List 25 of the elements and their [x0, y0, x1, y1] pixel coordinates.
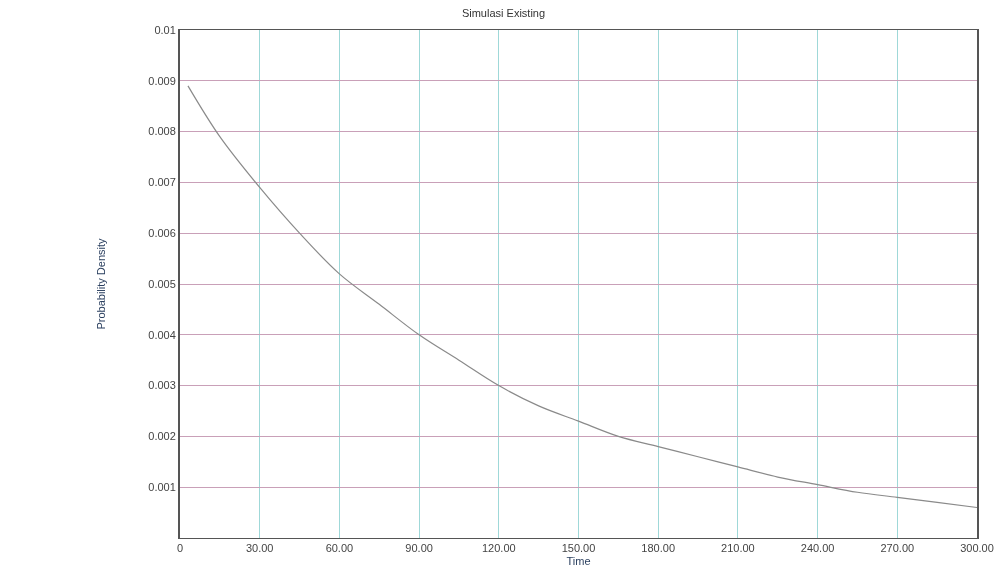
x-tick-label: 120.00 [481, 542, 516, 555]
x-tick-label: 60.00 [325, 542, 354, 555]
x-tick-label: 270.00 [880, 542, 915, 555]
line-series [187, 85, 977, 509]
y-tick-label: 0.009 [148, 74, 176, 87]
x-tick-label: 300.00 [960, 542, 994, 555]
x-tick-label: 180.00 [641, 542, 676, 555]
x-axis-title: Time [566, 555, 591, 568]
y-axis-title: Probability Density [95, 237, 108, 330]
y-tick-label: 0.003 [148, 379, 176, 392]
y-tick-label: 0.007 [148, 176, 176, 189]
y-tick-label: 0.005 [148, 277, 176, 290]
y-tick-label: 0.001 [148, 481, 176, 494]
chart-title: Simulasi Existing [461, 6, 546, 19]
y-tick-label: 0.01 [154, 23, 176, 36]
x-tick-label: 210.00 [721, 542, 755, 555]
x-tick-label: 150.00 [561, 542, 596, 555]
y-tick-label: 0.004 [148, 328, 176, 341]
y-tick-label: 0.002 [148, 430, 176, 443]
x-tick-label: 240.00 [800, 542, 835, 555]
y-tick-label: 0.008 [148, 125, 176, 138]
x-tick-label: 30.00 [245, 542, 274, 555]
y-tick-label: 0.006 [148, 227, 176, 240]
x-tick-label: 90.00 [405, 542, 433, 555]
x-tick-label: 0 [176, 542, 184, 555]
